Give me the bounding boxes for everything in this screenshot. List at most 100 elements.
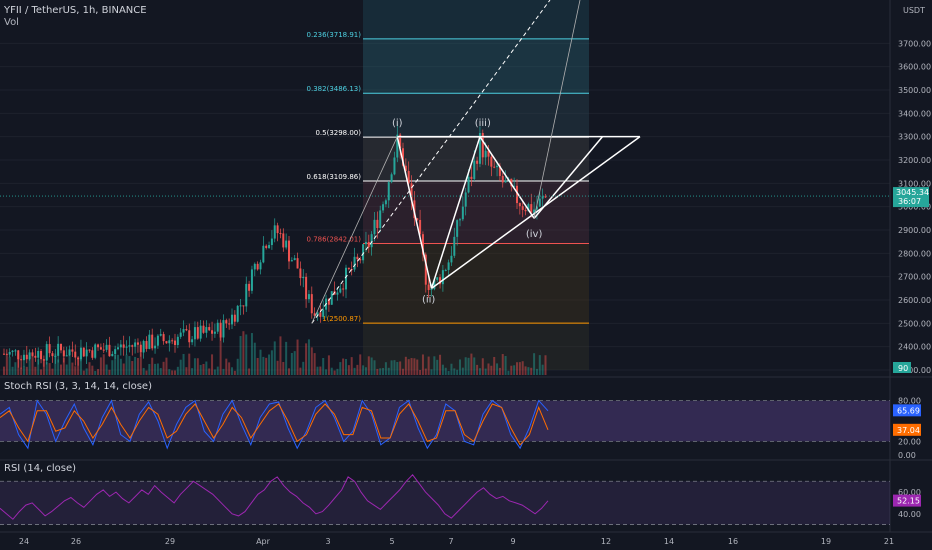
candle-body <box>253 263 256 270</box>
projection-line <box>533 0 581 219</box>
stoch-d-tag <box>893 423 921 436</box>
candle-body <box>316 312 319 316</box>
currency-label: USDT <box>903 6 925 15</box>
candle-body <box>3 353 5 355</box>
price-tick-label: 3300.00 <box>898 133 931 142</box>
candle-body <box>191 339 194 343</box>
volume-bar <box>250 333 253 375</box>
candle-body <box>136 342 139 345</box>
candle-body <box>419 219 422 235</box>
volume-bar <box>367 356 370 375</box>
price-tick-label: 3000.00 <box>898 203 931 212</box>
candle-body <box>97 344 100 348</box>
candle-body <box>88 349 91 351</box>
time-tick-label: 16 <box>728 537 738 546</box>
candle-body <box>470 176 473 179</box>
volume-bar <box>379 368 382 375</box>
volume-bar <box>239 336 242 375</box>
price-tick-label: 2600.00 <box>898 296 931 305</box>
candle-body <box>174 340 176 345</box>
candle-body <box>71 349 74 352</box>
candle-body <box>156 335 159 346</box>
candle-body <box>211 330 214 334</box>
volume-bar <box>156 363 159 375</box>
volume-bar <box>182 353 185 375</box>
volume-bar <box>139 353 142 375</box>
candle-body <box>299 268 302 279</box>
candle-body <box>154 345 157 349</box>
volume-bar <box>393 360 396 375</box>
stoch-tick-label: 0.00 <box>898 451 916 460</box>
wave-label: (i) <box>392 118 403 129</box>
candle-body <box>459 219 461 221</box>
candle-body <box>51 353 54 357</box>
candle-body <box>373 219 376 235</box>
volume-bar <box>407 359 410 375</box>
candle-body <box>390 174 393 183</box>
volume-bar <box>444 367 447 375</box>
fib-band <box>363 323 589 370</box>
candle-body <box>342 288 345 290</box>
candle-body <box>484 150 487 158</box>
candle-body <box>527 204 530 212</box>
candle-body <box>510 178 513 187</box>
price-tick-label: 2400.00 <box>898 343 931 352</box>
candle-body <box>8 351 11 355</box>
candle-body <box>159 334 162 336</box>
stoch-tick-label: 20.00 <box>898 437 921 446</box>
candle-body <box>307 294 310 300</box>
volume-bar <box>117 354 119 375</box>
volume-bar <box>262 356 265 375</box>
volume-bar <box>390 360 393 375</box>
rsi-tick-label: 40.00 <box>898 510 921 519</box>
candle-body <box>79 347 82 360</box>
volume-bar <box>45 362 48 375</box>
volume-bar <box>20 367 23 375</box>
volume-bar <box>37 359 40 375</box>
volume-bar <box>345 359 347 375</box>
candle-body <box>225 320 228 324</box>
candle-body <box>433 279 436 289</box>
volume-bar <box>85 368 88 375</box>
candle-body <box>250 269 253 291</box>
price-tick-label: 3500.00 <box>898 86 931 95</box>
volume-bar <box>513 365 516 375</box>
candle-body <box>91 350 94 358</box>
candle-body <box>456 220 459 237</box>
volume-bar <box>476 364 479 375</box>
volume-bar <box>473 357 476 375</box>
volume-bar <box>487 363 490 375</box>
triangle-bottom <box>431 136 641 289</box>
candle-body <box>382 204 385 211</box>
candle-body <box>285 240 288 248</box>
volume-bar <box>310 347 313 375</box>
candle-body <box>493 166 496 168</box>
volume-bar <box>34 366 37 375</box>
candle-body <box>393 157 396 175</box>
volume-bar <box>128 356 131 375</box>
volume-bar <box>396 361 399 375</box>
volume-bar <box>384 362 387 375</box>
volume-bar <box>424 368 427 375</box>
volume-bar <box>399 361 402 375</box>
candle-body <box>199 325 202 339</box>
candle-body <box>498 165 501 176</box>
volume-bar <box>142 367 145 375</box>
volume-bar <box>364 367 367 375</box>
candle-body <box>231 314 233 325</box>
volume-bar <box>213 369 216 375</box>
candle-body <box>270 238 273 246</box>
volume-bar <box>541 364 544 375</box>
volume-bar <box>216 366 219 375</box>
volume-bar <box>48 363 51 375</box>
stoch-tick-label: 80.00 <box>898 397 921 406</box>
fib-level-label: 0.618(3109.86) <box>307 173 362 181</box>
volume-bar <box>11 366 14 375</box>
candle-body <box>5 353 8 355</box>
volume-bar <box>402 368 404 375</box>
time-tick-label: 29 <box>165 537 175 546</box>
candle-body <box>233 314 236 322</box>
volume-bar <box>296 339 299 375</box>
volume-bar <box>327 355 330 375</box>
